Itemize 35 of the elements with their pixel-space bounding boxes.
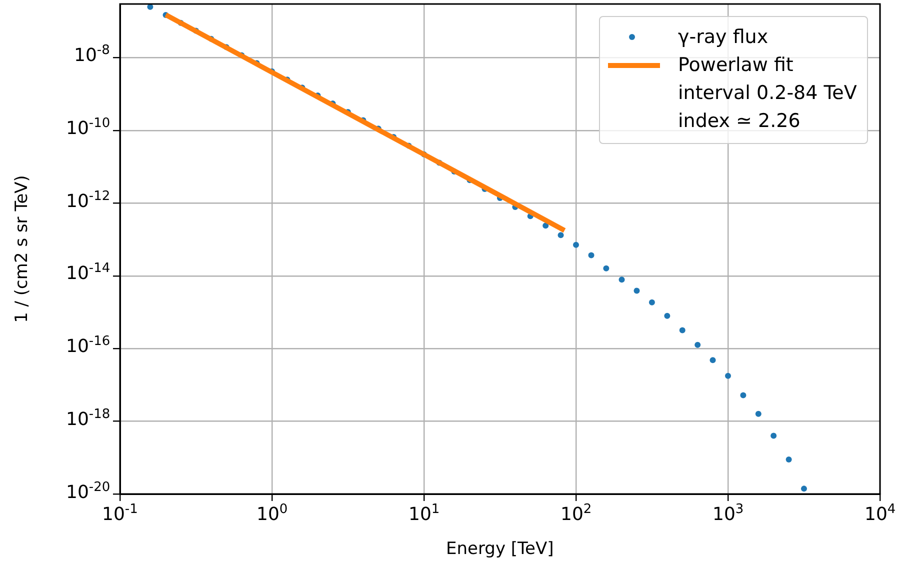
point [664,312,670,319]
point [725,372,731,379]
x-axis-title: Energy [TeV] [446,539,554,559]
y-tick-label: 10$^{-14}$ [66,261,110,284]
y-tick-label: 10$^{-16}$ [66,334,110,358]
point [588,252,594,258]
x-tick-label: 10$^{0}$ [256,502,288,525]
point [679,327,686,334]
x-tick-label: 10$^{3}$ [712,502,744,525]
x-tick-label: 10$^{1}$ [408,502,440,525]
point [558,232,564,238]
point [634,288,640,294]
point [542,222,549,229]
legend-label: Powerlaw fit interval 0.2-84 TeV index ≃ 2.26 [678,53,857,134]
point [648,299,655,306]
y-tick-label: 10$^{-10}$ [66,116,110,139]
y-tick-label: 10$^{-8}$ [74,43,110,66]
point [618,276,625,283]
point [603,265,610,272]
y-tick-label: 10$^{-20}$ [66,480,110,502]
point [755,410,762,417]
point [710,357,716,364]
x-tick-label: 10$^{-1}$ [102,502,138,525]
y-tick-label: 10$^{-12}$ [66,188,110,212]
point [740,392,746,398]
y-tick-label: 10$^{-18}$ [66,406,110,430]
point [770,432,777,439]
point [800,486,807,492]
y-axis-title: 1 / (cm2 s sr TeV) [12,175,32,323]
point [573,242,579,248]
x-tick-label: 10$^{4}$ [864,502,896,525]
x-tick-label: 10$^{2}$ [560,502,592,525]
point [786,456,792,462]
point [694,342,701,348]
legend-label: γ-ray flux [678,25,768,50]
